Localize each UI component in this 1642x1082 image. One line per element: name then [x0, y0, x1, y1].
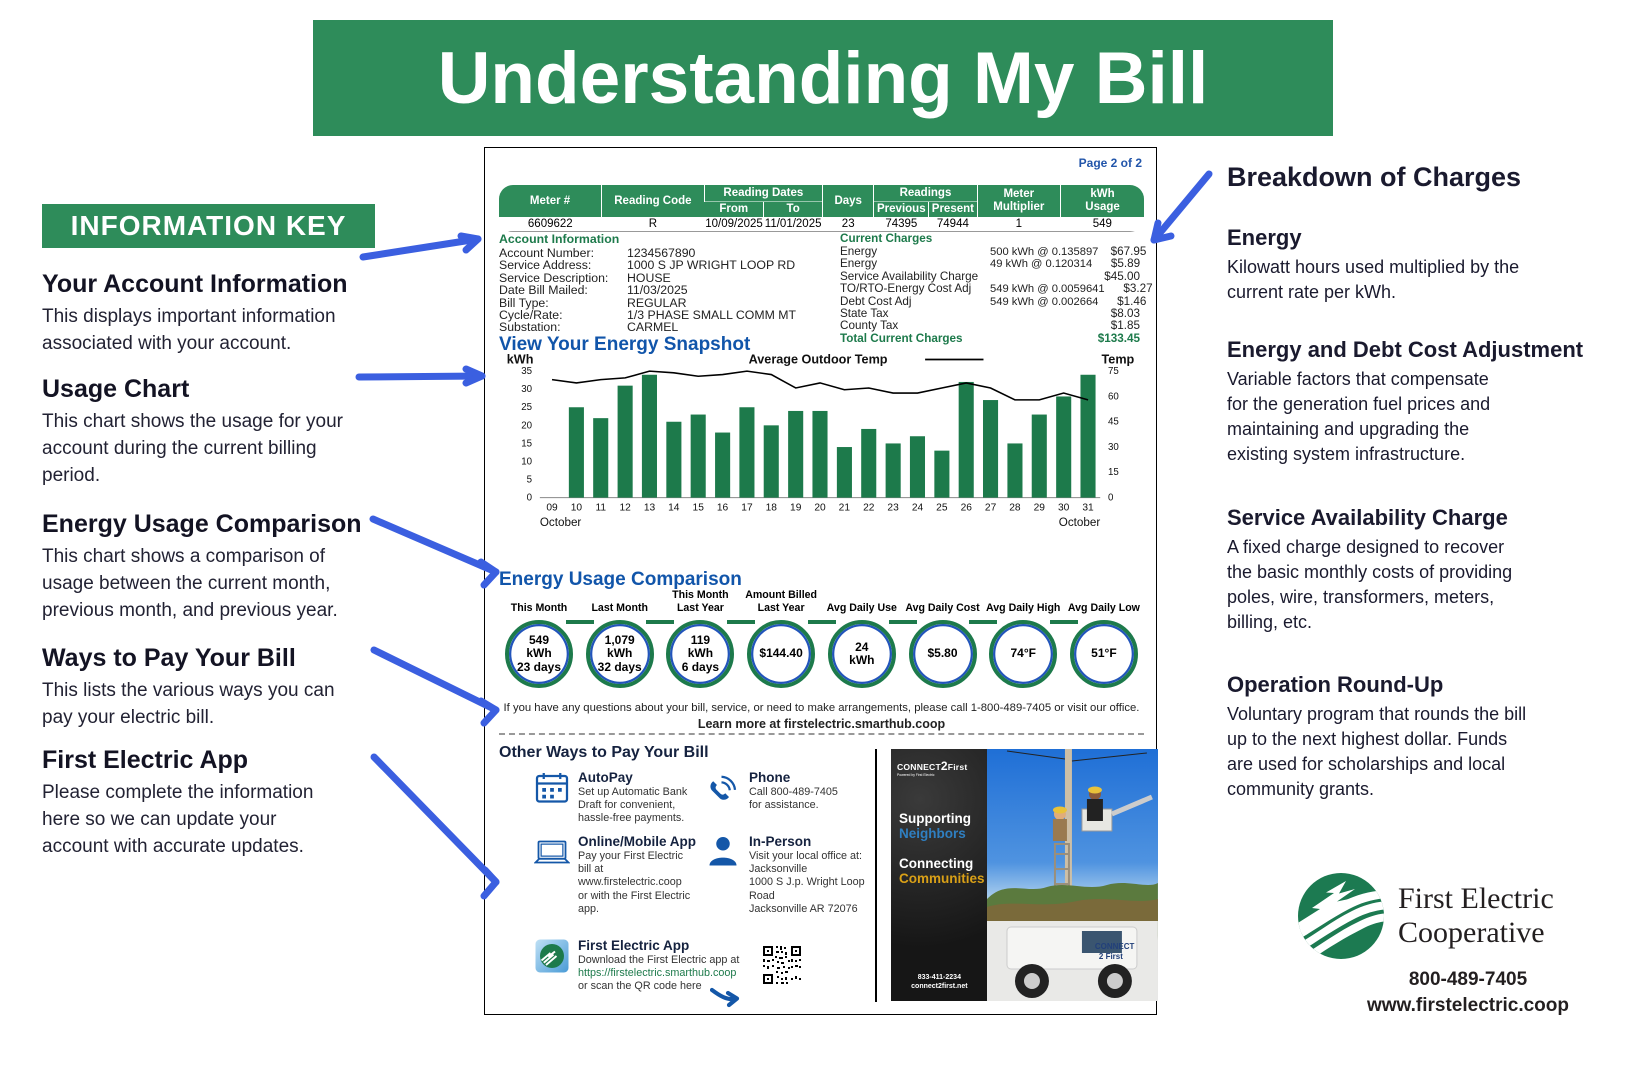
svg-text:45: 45 — [1108, 417, 1119, 428]
svg-text:22: 22 — [863, 502, 875, 513]
svg-text:15: 15 — [521, 438, 532, 449]
svg-text:25: 25 — [521, 402, 532, 413]
svg-text:20: 20 — [814, 502, 826, 513]
svg-text:2 First: 2 First — [1099, 952, 1123, 961]
svg-text:75: 75 — [1108, 366, 1119, 377]
svg-text:17: 17 — [741, 502, 753, 513]
svg-text:25: 25 — [936, 502, 948, 513]
svg-text:24: 24 — [912, 502, 924, 513]
svg-text:Temp: Temp — [1102, 352, 1135, 366]
svg-text:23: 23 — [887, 502, 899, 513]
svg-text:30: 30 — [1058, 502, 1070, 513]
svg-text:26: 26 — [961, 502, 973, 513]
svg-text:CONNECT: CONNECT — [1095, 942, 1135, 951]
svg-text:15: 15 — [693, 502, 705, 513]
svg-text:16: 16 — [717, 502, 729, 513]
svg-text:October: October — [1059, 516, 1101, 529]
svg-text:0: 0 — [1108, 493, 1114, 504]
svg-text:30: 30 — [1108, 442, 1119, 453]
svg-text:10: 10 — [521, 456, 532, 467]
svg-text:21: 21 — [839, 502, 851, 513]
svg-text:15: 15 — [1108, 467, 1119, 478]
svg-text:30: 30 — [521, 384, 532, 395]
svg-text:5: 5 — [527, 474, 532, 485]
svg-text:20: 20 — [521, 420, 532, 431]
svg-text:12: 12 — [619, 502, 631, 513]
svg-text:0: 0 — [527, 493, 533, 504]
svg-text:27: 27 — [985, 502, 997, 513]
svg-text:14: 14 — [668, 502, 680, 513]
svg-text:09: 09 — [546, 502, 558, 513]
svg-text:October: October — [540, 516, 582, 529]
svg-text:28: 28 — [1009, 502, 1021, 513]
svg-text:35: 35 — [521, 366, 532, 377]
svg-text:10: 10 — [571, 502, 583, 513]
svg-text:13: 13 — [644, 502, 656, 513]
svg-text:18: 18 — [766, 502, 778, 513]
svg-text:19: 19 — [790, 502, 802, 513]
svg-text:60: 60 — [1108, 391, 1119, 402]
svg-text:11: 11 — [595, 502, 606, 513]
svg-text:29: 29 — [1034, 502, 1046, 513]
svg-text:31: 31 — [1082, 502, 1094, 513]
svg-text:Average Outdoor Temp: Average Outdoor Temp — [749, 352, 888, 366]
svg-text:kWh: kWh — [507, 352, 534, 366]
